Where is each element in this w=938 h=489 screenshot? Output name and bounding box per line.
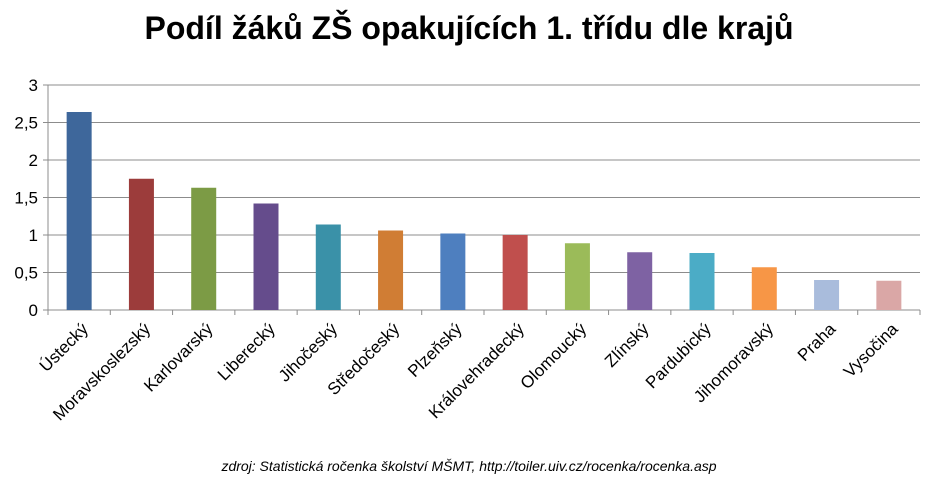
bar-7 <box>502 235 528 310</box>
bar-6 <box>440 233 466 310</box>
y-tick-label: 1 <box>29 226 38 245</box>
bar-10 <box>689 253 715 310</box>
category-label: Liberecký <box>214 319 279 384</box>
y-tick-label: 2,5 <box>14 114 38 133</box>
y-tick-label: 3 <box>29 76 38 95</box>
category-label: Ústecký <box>36 319 93 376</box>
y-tick-label: 0,5 <box>14 264 38 283</box>
bar-12 <box>814 280 840 310</box>
category-label: Zlínský <box>601 319 653 371</box>
bar-8 <box>564 243 590 310</box>
source-note: zdroj: Statistická ročenka školství MŠMT… <box>221 458 717 474</box>
bar-9 <box>627 252 653 310</box>
category-label: Vysočina <box>840 319 902 381</box>
axes <box>43 84 921 315</box>
y-tick-label: 2 <box>29 151 38 170</box>
bars <box>66 112 902 310</box>
bar-2 <box>191 187 217 310</box>
y-tick-label: 0 <box>29 301 38 320</box>
bar-1 <box>128 178 154 310</box>
bar-4 <box>315 224 341 310</box>
bar-3 <box>253 203 279 310</box>
gridlines <box>48 84 920 273</box>
y-tick-label: 1,5 <box>14 189 38 208</box>
category-label: Jihočeský <box>275 319 342 386</box>
category-label: Olomoucký <box>517 319 591 393</box>
category-label: Praha <box>794 319 840 365</box>
category-labels: ÚsteckýMoravskoslezskýKarlovarskýLiberec… <box>36 319 902 424</box>
category-label: Plzeňský <box>404 319 466 381</box>
bar-11 <box>751 267 777 310</box>
bar-0 <box>66 112 92 310</box>
bar-5 <box>378 230 404 310</box>
y-tick-labels: 0 0,5 1 1,5 2 2,5 3 <box>14 76 38 320</box>
chart-title: Podíl žáků ZŠ opakujících 1. třídu dle k… <box>144 10 794 46</box>
bar-13 <box>876 280 902 310</box>
